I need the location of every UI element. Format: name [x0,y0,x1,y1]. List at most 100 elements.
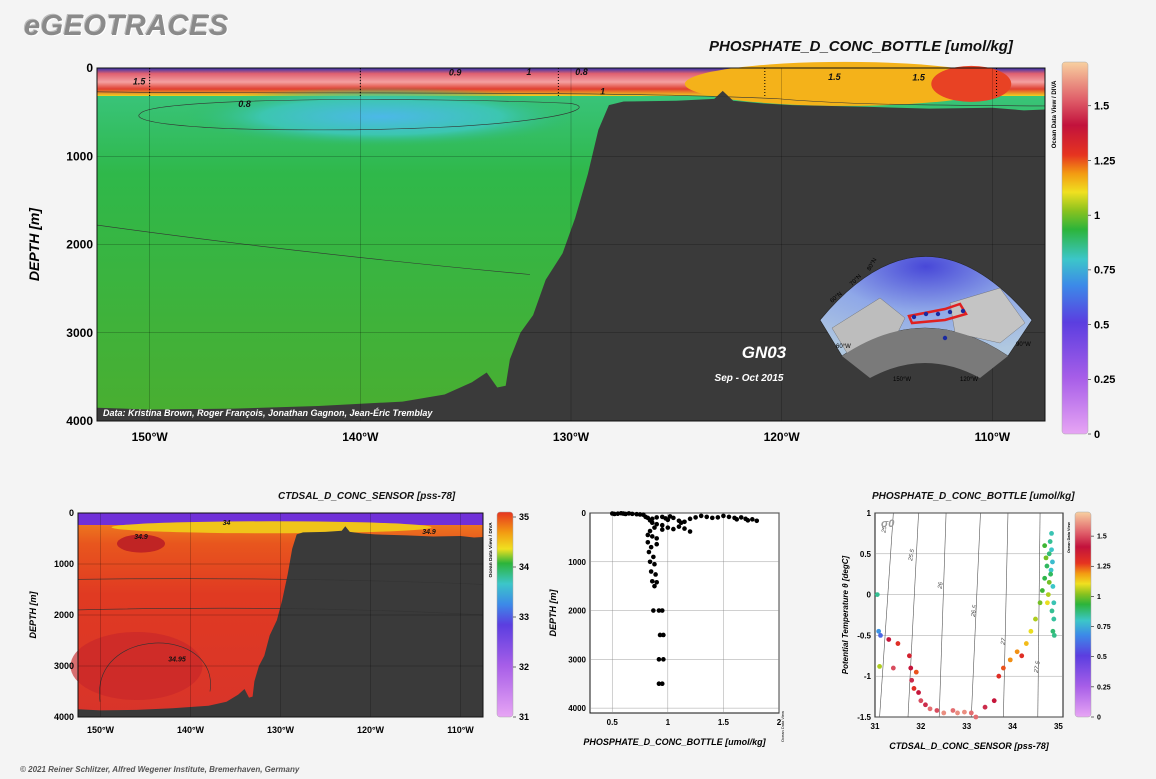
data-point [1050,559,1055,565]
data-credits: Data: Kristina Brown, Roger François, Jo… [103,408,433,418]
colorbar [1074,511,1092,718]
sigma-label: σ0 [881,518,895,530]
data-point [968,710,974,716]
odv-credit: Ocean Data View [780,711,785,742]
data-point [923,702,928,708]
data-point [654,541,660,547]
data-point [1051,600,1057,606]
data-point [934,708,940,713]
x-axis-label: CTDSAL_D_CONC_SENSOR [pss-78] [889,741,1050,751]
data-point [709,515,715,521]
station-dot [947,309,953,315]
map-label: 90°W [1016,342,1031,348]
y-axis-label: DEPTH [m] [28,590,38,638]
data-point [648,569,654,574]
salinity-section-chart: 150°W 140°W 130°W 120°W 110°W 0 1000 2000 3000 40… [28,508,529,735]
data-point [1028,628,1034,634]
x-tick-label: 2 [777,718,782,727]
colorbar-tick-label: 0.25 [1097,684,1111,691]
value-patch [117,534,165,553]
station-dot [942,335,948,341]
data-point [653,572,658,577]
y-tick-label: 0 [867,591,872,600]
y-axis-label: Potential Temperature θ [degC] [841,555,850,674]
data-point [874,592,880,597]
x-tick-label: 130°W [553,430,590,444]
plot-frame [589,512,780,714]
x-tick-label: 35 [1054,722,1063,731]
data-point [654,579,660,585]
data-point [659,608,665,613]
contour-line [138,99,580,131]
data-point [671,515,676,521]
colorbar-tick-label: 1.5 [1094,101,1109,113]
x-tick-label: 34 [1008,722,1017,731]
contour-label: 1 [600,86,605,96]
data-point [654,521,660,527]
isopycnal-line [1003,512,1009,718]
isopycnal-label: 27.5 [1034,660,1042,674]
map-label: 120°W [960,377,978,383]
value-patch [111,521,432,534]
data-point [634,511,639,517]
contour-line [96,91,1046,107]
colorbar-tick-label: 1 [1094,210,1100,222]
y-tick-label: 4000 [568,704,586,713]
station-dot [911,314,917,320]
contour-line [77,578,484,585]
data-point [656,657,662,662]
data-point [665,517,671,523]
data-point [1050,584,1056,589]
y-axis-label: DEPTH [m] [548,588,558,636]
y-tick-label: 4000 [66,414,93,428]
y-tick-label: 3000 [568,655,586,664]
contour-label: 1.5 [828,72,842,82]
data-point [652,583,657,589]
data-point [878,633,883,638]
plot-frame [77,512,484,718]
data-point [645,532,651,538]
contour-label: 1.5 [912,73,926,83]
cruise-track [907,302,968,325]
y-tick-label: 0 [86,61,93,75]
data-point [687,516,693,522]
colorbar-tick-label: 0.25 [1094,374,1115,386]
data-point [1049,608,1055,614]
data-point [676,524,682,529]
value-patch [931,65,1012,102]
data-point [1048,571,1054,577]
data-point [661,632,666,638]
data-point [734,517,740,522]
data-point [754,518,760,524]
x-tick-label: 110°W [975,430,1011,444]
data-point [750,517,755,522]
x-axis-label: PHOSPHATE_D_CONC_BOTTLE [umol/kg] [583,737,766,747]
contour-label: 0.8 [575,67,588,77]
data-point [1019,653,1025,659]
data-point [652,561,657,567]
data-point [682,526,687,531]
high-value-region [181,86,582,147]
x-tick-label: 140°W [177,725,205,735]
data-point [637,512,643,517]
data-point [647,559,653,565]
data-point [659,522,665,528]
y-tick-label: 0.5 [860,550,872,559]
map-label: 150°W [893,377,911,383]
data-point [629,511,635,517]
x-tick-label: 120°W [764,430,801,444]
data-point [661,657,666,662]
colorbar-tick-label: 0.5 [1097,654,1107,661]
y-tick-label: -1.5 [857,713,871,722]
data-point [991,698,997,704]
data-point [656,681,662,687]
data-point [1037,600,1043,606]
data-point [1049,547,1054,553]
data-point [738,515,744,520]
section-date: Sep - Oct 2015 [715,373,784,384]
data-point [682,519,687,525]
data-point [647,528,653,534]
data-point [1039,588,1045,593]
x-tick-label: 150°W [87,725,115,735]
data-point [657,632,663,638]
